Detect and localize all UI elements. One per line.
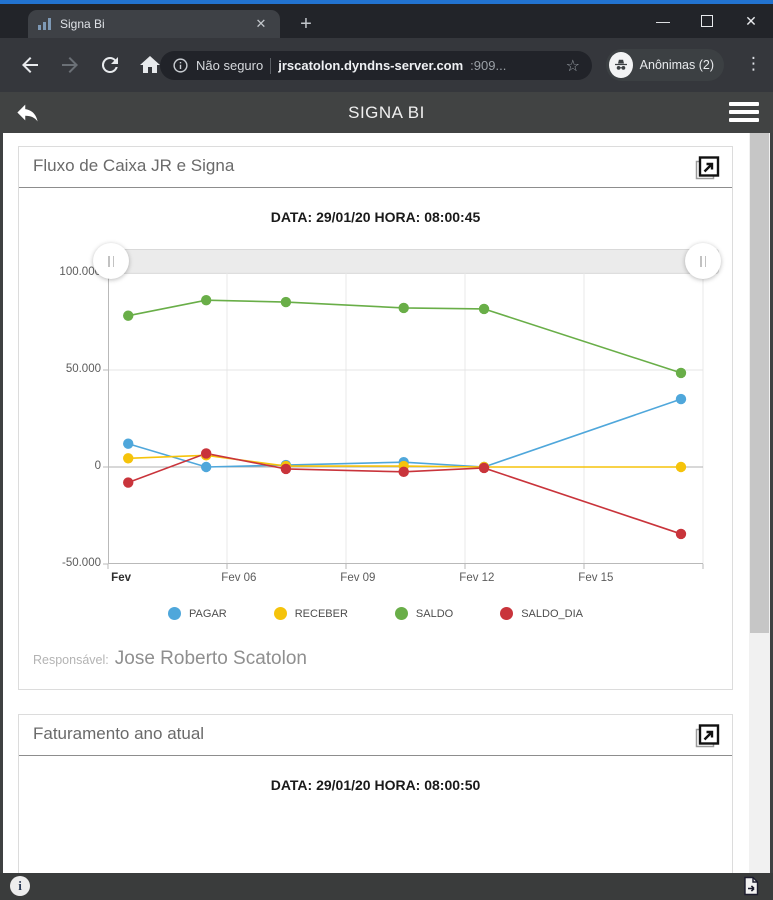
tab-title: Signa Bi xyxy=(60,17,105,31)
back-button[interactable] xyxy=(18,53,42,77)
card-header: Faturamento ano atual xyxy=(19,715,732,756)
chart-timestamp: DATA: 29/01/20 HORA: 08:00:50 xyxy=(270,777,481,793)
legend-item-pagar[interactable]: PAGAR xyxy=(168,607,227,620)
legend-label: SALDO_DIA xyxy=(521,607,583,620)
page-scrollbar[interactable] xyxy=(749,133,770,873)
legend-label: PAGAR xyxy=(189,607,227,620)
responsible-row: Responsável: Jose Roberto Scatolon xyxy=(33,648,307,670)
forward-button[interactable] xyxy=(58,53,82,77)
minimize-button[interactable]: — xyxy=(656,13,670,29)
legend-item-receber[interactable]: RECEBER xyxy=(273,607,348,620)
browser-tab[interactable]: Signa Bi ✕ xyxy=(28,10,280,38)
chart-plot xyxy=(103,272,704,569)
card-title: Fluxo de Caixa JR e Signa xyxy=(33,156,235,175)
responsible-name: Jose Roberto Scatolon xyxy=(114,648,307,669)
range-slider-left-handle[interactable] xyxy=(93,243,129,279)
page-content: Fluxo de Caixa JR e Signa DATA: 29/01/20… xyxy=(0,133,773,873)
legend-item-saldo[interactable]: SALDO xyxy=(394,607,454,620)
maximize-button[interactable] xyxy=(685,6,729,36)
y-axis-label: -50.000 xyxy=(61,557,101,569)
new-tab-button[interactable]: + xyxy=(300,13,312,35)
range-slider-right-handle[interactable] xyxy=(685,243,721,279)
x-axis-label: Fev 15 xyxy=(578,572,614,584)
url-host: jrscatolon.dyndns-server.com xyxy=(278,58,464,73)
security-label: Não seguro xyxy=(196,58,264,73)
legend-label: SALDO xyxy=(415,607,454,620)
x-axis-label: Fev 09 xyxy=(340,572,376,584)
scrollbar-thumb[interactable] xyxy=(750,133,769,633)
browser-toolbar: Não seguro jrscatolon.dyndns-server.com … xyxy=(0,38,773,92)
chart-legend: PAGAR RECEBER SALDO SALDO_DIA xyxy=(19,607,732,620)
card-title: Faturamento ano atual xyxy=(33,724,205,743)
browser-menu-button[interactable]: ⋮ xyxy=(745,54,762,73)
open-external-icon xyxy=(695,724,720,748)
chart-range-slider-track[interactable] xyxy=(96,249,719,274)
back-arrow-icon xyxy=(22,57,38,73)
window-accent-strip xyxy=(0,0,773,4)
expand-button[interactable] xyxy=(694,722,721,749)
app-back-button[interactable] xyxy=(14,99,41,131)
export-document-button[interactable] xyxy=(741,876,761,896)
url-separator xyxy=(270,57,272,74)
tab-close-icon[interactable]: ✕ xyxy=(255,16,267,31)
chart-timestamp: DATA: 29/01/20 HORA: 08:00:45 xyxy=(270,209,481,225)
address-bar[interactable]: Não seguro jrscatolon.dyndns-server.com … xyxy=(160,51,592,80)
expand-button[interactable] xyxy=(694,154,721,181)
grip-icon xyxy=(700,255,702,267)
app-title: SIGNA BI xyxy=(348,103,425,122)
card-header: Fluxo de Caixa JR e Signa xyxy=(19,147,732,188)
reload-button[interactable] xyxy=(98,53,122,77)
tab-bar: Signa Bi ✕ + — ✕ xyxy=(0,4,773,38)
window-controls: — ✕ xyxy=(641,4,773,38)
profile-chip-label: Anônimas (2) xyxy=(639,58,714,72)
incognito-icon xyxy=(609,52,633,78)
open-external-icon xyxy=(695,156,720,180)
legend-dot xyxy=(273,607,287,620)
incognito-profile-chip[interactable]: Anônimas (2) xyxy=(606,49,724,81)
y-axis-label: 0 xyxy=(94,460,101,472)
undo-arrow-icon xyxy=(17,104,38,122)
card-fluxo-de-caixa: Fluxo de Caixa JR e Signa DATA: 29/01/20… xyxy=(18,146,733,690)
card-faturamento: Faturamento ano atual DATA: 29/01/20 HOR… xyxy=(18,714,733,873)
url-port: :909... xyxy=(470,58,507,73)
x-axis: Fev Fev 06 Fev 09 Fev 12 Fev 15 xyxy=(108,572,703,588)
legend-label: RECEBER xyxy=(294,607,348,620)
reload-icon xyxy=(101,56,118,73)
app-header: SIGNA BI xyxy=(0,92,773,133)
chart-svg xyxy=(103,272,704,569)
bar-chart-favicon-icon xyxy=(38,18,51,30)
legend-item-saldo_dia[interactable]: SALDO_DIA xyxy=(500,607,583,620)
maximize-icon xyxy=(701,15,713,27)
page-info-icon[interactable] xyxy=(172,57,189,74)
home-button[interactable] xyxy=(138,53,162,77)
legend-dot xyxy=(500,607,514,620)
x-axis-label: Fev 12 xyxy=(459,572,495,584)
y-axis: 100.000 50.000 0 -50.000 xyxy=(29,266,101,569)
legend-dot xyxy=(168,607,182,620)
status-bar: i xyxy=(0,873,773,900)
close-window-button[interactable]: ✕ xyxy=(745,12,757,29)
x-axis-label: Fev xyxy=(111,572,131,584)
legend-dot xyxy=(394,607,408,620)
hamburger-icon xyxy=(729,102,759,106)
y-axis-label: 100.000 xyxy=(59,266,101,278)
y-axis-label: 50.000 xyxy=(65,363,101,375)
forward-arrow-icon xyxy=(62,57,78,73)
home-icon xyxy=(140,56,160,73)
document-icon xyxy=(744,876,759,896)
responsible-label: Responsável: xyxy=(33,653,109,667)
info-button[interactable]: i xyxy=(10,876,30,896)
x-axis-label: Fev 06 xyxy=(221,572,257,584)
app-menu-button[interactable] xyxy=(729,102,759,126)
grip-icon xyxy=(108,255,110,267)
bookmark-star-icon[interactable]: ☆ xyxy=(565,57,580,75)
